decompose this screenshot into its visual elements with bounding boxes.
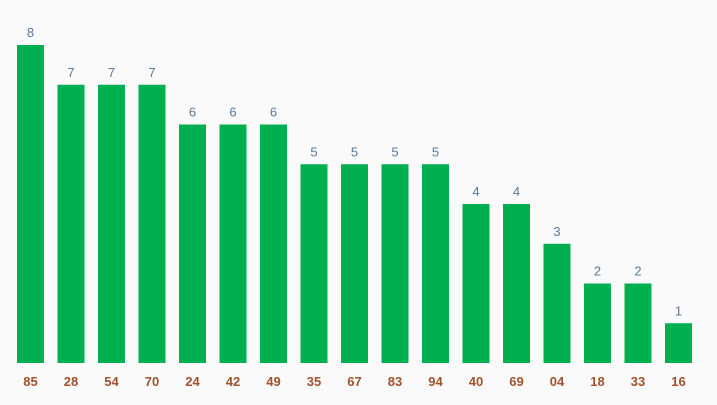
bars-layer <box>17 45 692 363</box>
bar-42 <box>219 124 247 363</box>
x-tick-label-70: 70 <box>145 374 159 389</box>
bar-40 <box>462 204 490 363</box>
x-tick-label-42: 42 <box>226 374 240 389</box>
bar-49 <box>260 124 287 363</box>
data-label-54: 7 <box>108 65 115 80</box>
data-label-16: 1 <box>675 303 682 318</box>
x-tick-label-49: 49 <box>266 374 280 389</box>
data-label-49: 6 <box>270 105 277 120</box>
bar-33 <box>624 283 652 363</box>
x-tick-label-69: 69 <box>509 374 523 389</box>
x-tick-label-16: 16 <box>671 374 685 389</box>
bar-69 <box>503 204 530 363</box>
x-tick-labels-layer: 85 28 54 70 24 42 49 35 67 83 94 40 69 04 18 33 16 <box>23 374 685 389</box>
bar-28 <box>57 84 85 363</box>
x-tick-label-28: 28 <box>64 374 78 389</box>
x-tick-label-54: 54 <box>104 374 119 389</box>
x-tick-label-04: 04 <box>550 374 565 389</box>
x-tick-label-35: 35 <box>307 374 321 389</box>
bar-70 <box>138 84 166 363</box>
value-labels-layer: 8 7 7 7 6 6 6 5 5 5 5 4 4 3 2 2 1 <box>27 25 682 318</box>
bar-24 <box>179 124 206 363</box>
x-tick-label-67: 67 <box>347 374 361 389</box>
bar-83 <box>381 164 409 363</box>
data-label-85: 8 <box>27 25 34 40</box>
data-label-94: 5 <box>432 144 439 159</box>
x-tick-label-83: 83 <box>388 374 402 389</box>
data-label-24: 6 <box>189 105 196 120</box>
x-tick-label-33: 33 <box>631 374 645 389</box>
bar-04 <box>543 243 571 363</box>
bar-67 <box>341 164 368 363</box>
data-label-42: 6 <box>229 105 236 120</box>
data-label-70: 7 <box>148 65 155 80</box>
data-label-33: 2 <box>634 264 641 279</box>
data-label-04: 3 <box>553 224 560 239</box>
data-label-69: 4 <box>513 184 520 199</box>
bar-94 <box>422 164 449 363</box>
x-tick-label-24: 24 <box>185 374 200 389</box>
bar-18 <box>584 283 611 363</box>
x-tick-label-94: 94 <box>428 374 443 389</box>
data-label-28: 7 <box>67 65 74 80</box>
bar-85 <box>17 45 44 363</box>
data-label-67: 5 <box>351 144 358 159</box>
x-tick-label-85: 85 <box>23 374 37 389</box>
data-label-35: 5 <box>310 144 317 159</box>
bar-16 <box>665 323 692 363</box>
data-label-40: 4 <box>472 184 479 199</box>
x-tick-label-18: 18 <box>590 374 604 389</box>
bar-35 <box>300 164 328 363</box>
x-tick-label-40: 40 <box>469 374 483 389</box>
data-label-18: 2 <box>594 264 601 279</box>
data-label-83: 5 <box>391 144 398 159</box>
bar-54 <box>98 84 125 363</box>
